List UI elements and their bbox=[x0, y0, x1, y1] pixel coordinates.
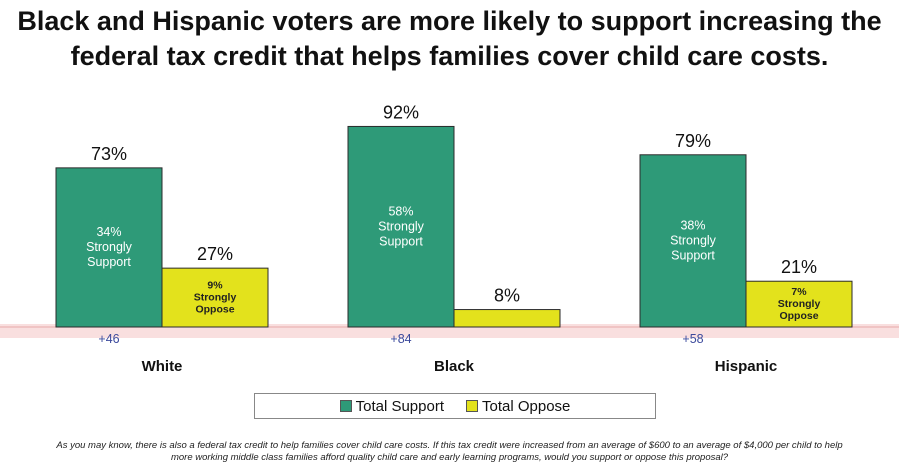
inner-label-oppose-hispanic-0: 7% bbox=[791, 286, 807, 298]
value-label-support-hispanic: 79% bbox=[675, 131, 711, 151]
legend-label-oppose: Total Oppose bbox=[482, 397, 571, 415]
inner-label-oppose-hispanic-2: Oppose bbox=[779, 310, 818, 322]
category-label-hispanic: Hispanic bbox=[715, 358, 778, 375]
inner-label-support-hispanic-2: Support bbox=[671, 249, 715, 263]
value-label-oppose-white: 27% bbox=[197, 244, 233, 264]
bar-oppose-black bbox=[453, 309, 561, 328]
chart-title-line-2: federal tax credit that helps families c… bbox=[70, 41, 829, 71]
question-footnote: As you may know, there is also a federal… bbox=[10, 440, 889, 464]
inner-label-oppose-white-1: Strongly bbox=[194, 292, 237, 304]
legend-label-support: Total Support bbox=[355, 397, 444, 415]
inner-label-oppose-white-2: Oppose bbox=[195, 304, 234, 316]
inner-label-support-white-1: Strongly bbox=[86, 240, 133, 254]
value-label-support-white: 73% bbox=[91, 144, 127, 164]
legend-item-oppose: Total Oppose bbox=[466, 398, 570, 415]
inner-label-support-black-2: Support bbox=[379, 234, 423, 248]
chart-legend: Total Support Total Oppose bbox=[254, 393, 656, 419]
margin-label-white: +46 bbox=[98, 332, 119, 346]
value-label-oppose-hispanic: 21% bbox=[781, 257, 817, 277]
legend-swatch-support bbox=[339, 400, 352, 412]
bar-support-black bbox=[347, 125, 455, 328]
bar-oppose-hispanic bbox=[745, 280, 853, 328]
chart-title-line-1: Black and Hispanic voters are more likel… bbox=[17, 6, 882, 36]
bar-oppose-white bbox=[161, 267, 269, 328]
category-label-white: White bbox=[142, 358, 183, 375]
inner-label-support-hispanic-0: 38% bbox=[680, 219, 705, 233]
inner-label-support-white-0: 34% bbox=[96, 225, 121, 239]
legend-item-support: Total Support bbox=[339, 397, 444, 415]
chart-title: Black and Hispanic voters are more likel… bbox=[0, 4, 899, 74]
bar-support-white bbox=[55, 167, 163, 328]
inner-label-support-hispanic-1: Strongly bbox=[670, 234, 717, 248]
value-label-support-black: 92% bbox=[383, 102, 419, 122]
margin-label-hispanic: +58 bbox=[682, 332, 703, 346]
margin-label-black: +84 bbox=[390, 332, 411, 346]
category-label-black: Black bbox=[434, 358, 475, 375]
inner-label-oppose-white-0: 9% bbox=[207, 280, 223, 292]
legend-swatch-oppose bbox=[466, 400, 478, 412]
bar-support-hispanic bbox=[639, 154, 747, 328]
value-label-oppose-black: 8% bbox=[494, 286, 520, 306]
inner-label-support-black-1: Strongly bbox=[378, 219, 425, 233]
inner-label-oppose-hispanic-1: Strongly bbox=[778, 298, 821, 310]
footnote-line-1: As you may know, there is also a federal… bbox=[56, 440, 843, 451]
footnote-line-2: more working middle class families affor… bbox=[170, 452, 729, 463]
inner-label-support-white-2: Support bbox=[87, 255, 131, 269]
inner-label-support-black-0: 58% bbox=[388, 204, 413, 218]
